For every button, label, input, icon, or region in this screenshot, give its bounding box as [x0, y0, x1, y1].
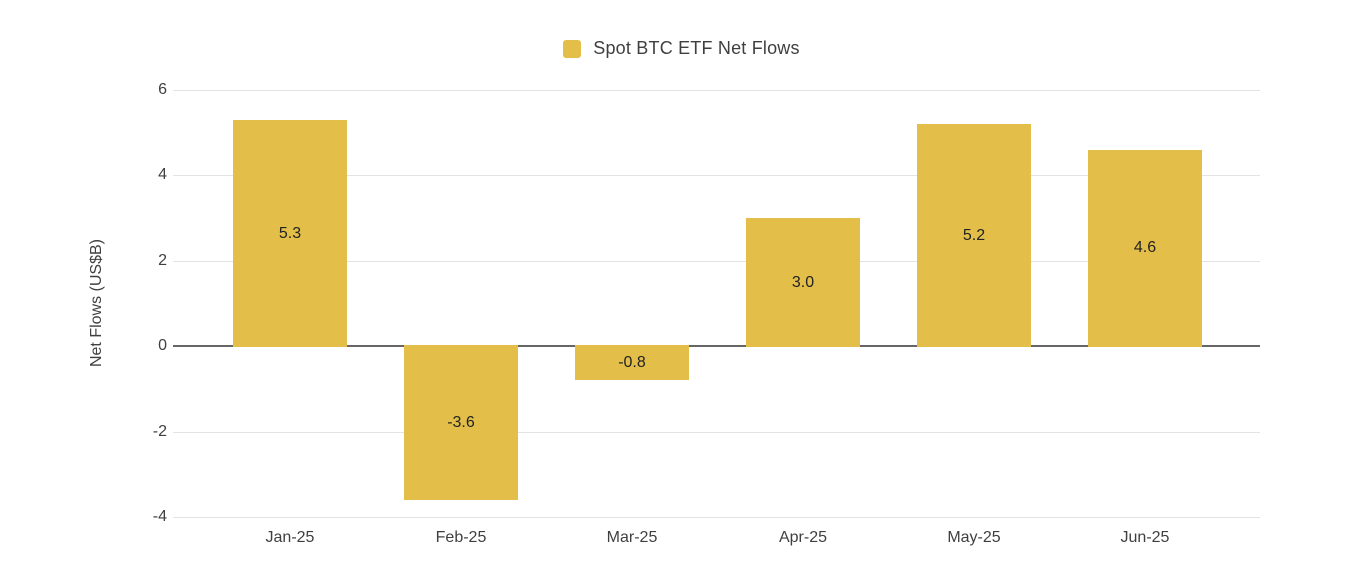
legend-swatch-icon: [563, 39, 582, 58]
x-axis-label: Apr-25: [778, 529, 828, 546]
bar-value-label: 5.3: [278, 224, 302, 242]
gridline: [173, 517, 1260, 518]
y-axis-tick-label: 4: [158, 166, 167, 184]
y-axis-tick-label: 0: [158, 337, 167, 355]
bar: [233, 119, 347, 348]
bar: [404, 345, 518, 500]
gridline: [173, 175, 1260, 177]
gridline: [173, 90, 1260, 91]
bar-value-label: 5.2: [962, 226, 986, 244]
legend-label: Spot BTC ETF Net Flows: [593, 38, 800, 58]
bar-value-label: 4.6: [1133, 239, 1157, 257]
y-axis-tick-label: 2: [158, 251, 167, 269]
bar-value-label: -3.6: [447, 413, 475, 431]
bar: [917, 124, 1031, 348]
x-axis-label: May-25: [947, 529, 1001, 546]
x-axis-label: Jun-25: [1120, 529, 1170, 546]
bar-value-label: 3.0: [791, 273, 815, 291]
bar: [1088, 149, 1202, 348]
bar: [575, 345, 689, 381]
x-axis-label: Mar-25: [606, 529, 658, 546]
y-axis-tick-label: -2: [152, 422, 167, 440]
bar: [746, 218, 860, 348]
y-axis-title: Net Flows (US$B): [88, 238, 105, 368]
bar-value-label: -0.8: [618, 353, 646, 371]
x-axis-label: Feb-25: [435, 529, 487, 546]
zero-axis-line: [173, 345, 1260, 348]
chart-legend: Spot BTC ETF Net Flows: [0, 38, 1363, 59]
y-axis-tick-label: 6: [158, 81, 167, 98]
gridline: [173, 260, 1260, 262]
gridline: [173, 431, 1260, 433]
y-axis-tick-label: -4: [152, 508, 167, 525]
x-axis-label: Jan-25: [265, 529, 315, 546]
